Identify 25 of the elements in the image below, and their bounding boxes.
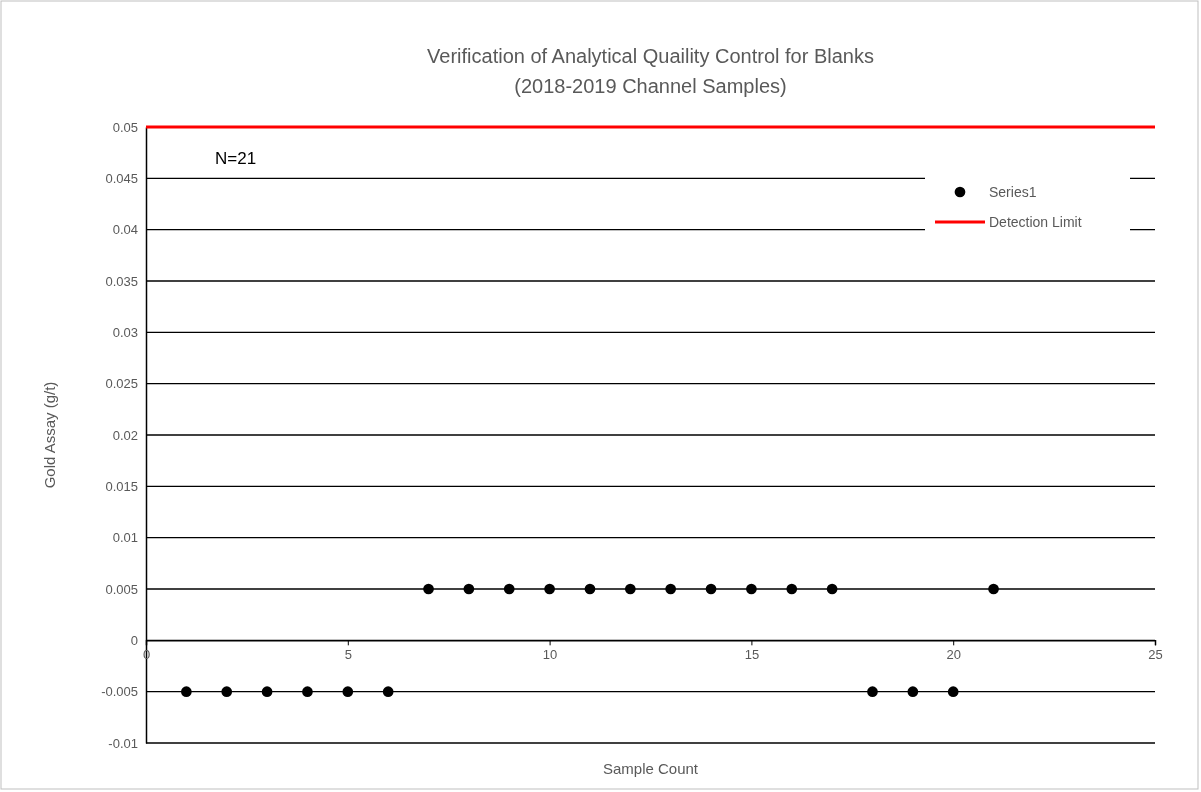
y-tick-label: -0.005 bbox=[101, 684, 138, 700]
x-tick-label: 10 bbox=[542, 646, 558, 662]
x-axis-title: Sample Count bbox=[602, 760, 699, 777]
annotation: N=21 bbox=[215, 149, 257, 168]
y-tick-label: 0.05 bbox=[112, 119, 138, 135]
y-tick-label: 0.04 bbox=[112, 222, 138, 238]
legend-label: Detection Limit bbox=[989, 214, 1082, 230]
x-tick-label: 5 bbox=[344, 646, 352, 662]
y-tick-label: 0.045 bbox=[105, 170, 138, 186]
y-tick-label: 0 bbox=[130, 632, 138, 648]
y-tick-label: 0.03 bbox=[112, 324, 138, 340]
y-tick-label: 0.02 bbox=[112, 427, 138, 443]
y-tick-label: 0.025 bbox=[105, 376, 138, 392]
y-tick-label: 0.01 bbox=[112, 530, 138, 546]
y-tick-label: 0.015 bbox=[105, 478, 138, 494]
x-tick-label: 20 bbox=[946, 646, 961, 662]
x-tick-label: 25 bbox=[1148, 646, 1163, 662]
chart-title: Verification of Analytical Quaility Control for Blanks bbox=[427, 45, 874, 67]
y-tick-label: -0.01 bbox=[108, 735, 138, 751]
legend-label: Series1 bbox=[989, 184, 1037, 200]
y-tick-label: 0.035 bbox=[105, 273, 138, 289]
y-axis-title: Gold Assay (g/t) bbox=[41, 381, 58, 489]
y-tick-label: 0.005 bbox=[105, 581, 138, 597]
x-tick-label: 15 bbox=[744, 646, 760, 662]
chart-subtitle: (2018-2019 Channel Samples) bbox=[514, 75, 787, 97]
